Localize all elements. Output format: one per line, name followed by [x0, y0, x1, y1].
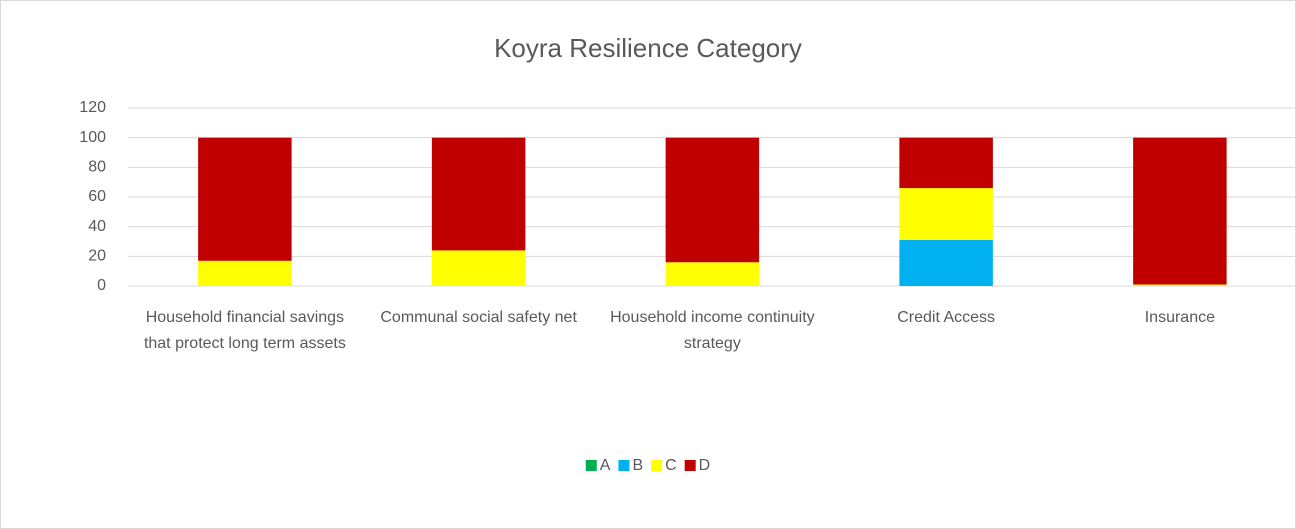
legend-swatch: [585, 460, 597, 471]
chart-title: Koyra Resilience Category: [494, 33, 802, 63]
legend-label: D: [699, 457, 711, 474]
x-tick-label: Household income continuity strategy: [610, 309, 815, 352]
legend-label: B: [632, 457, 643, 474]
bar-segment: [665, 262, 760, 286]
x-tick-label: Insurance: [1145, 309, 1215, 326]
x-tick-line: Insurance: [1145, 309, 1215, 326]
x-tick-line: Communal social safety net: [380, 309, 577, 326]
x-tick-label: Credit Access: [897, 309, 995, 326]
legend-swatch: [618, 460, 630, 471]
bar-segment: [899, 188, 993, 241]
y-tick-label: 100: [79, 129, 106, 146]
bar-segment: [198, 260, 292, 286]
bar-segment: [431, 250, 526, 286]
x-tick-line: Household income continuity: [610, 309, 815, 326]
legend: A B C D: [585, 457, 711, 474]
y-tick-label: 120: [79, 99, 106, 116]
bar-segment: [665, 137, 760, 263]
y-tick-label: 0: [97, 277, 106, 294]
x-tick-line: that protect long term assets: [144, 335, 346, 352]
legend-swatch: [651, 460, 663, 471]
legend-label: C: [665, 457, 677, 474]
y-tick-label: 20: [88, 248, 106, 265]
legend-swatch: [684, 460, 696, 471]
bar-segment: [899, 240, 993, 286]
y-tick-label: 40: [88, 218, 106, 235]
bar-segment: [1133, 137, 1227, 285]
x-tick-label: Household financial savings that protect …: [144, 309, 346, 352]
y-tick-label: 80: [88, 159, 106, 176]
x-tick-line: Household financial savings: [146, 309, 344, 326]
bar-segment: [198, 137, 292, 261]
y-tick-label: 60: [88, 188, 106, 205]
x-tick-line: strategy: [684, 335, 741, 352]
x-tick-line: Credit Access: [897, 309, 995, 326]
x-tick-label: Communal social safety net: [380, 309, 577, 326]
bar-segment: [1133, 284, 1227, 286]
legend-label: A: [600, 457, 611, 474]
bar-segment: [431, 137, 526, 251]
bar-segment: [899, 137, 993, 189]
